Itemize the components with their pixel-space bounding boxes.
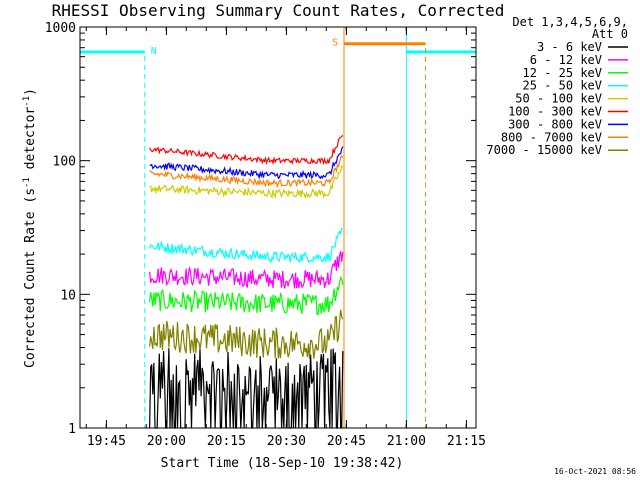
legend-label-6: 300 - 800 keV	[508, 117, 602, 131]
legend-label-4: 50 - 100 keV	[515, 92, 602, 106]
series-line-3	[149, 227, 343, 264]
y-axis-label-end: )	[23, 88, 38, 96]
series-line-6	[149, 146, 344, 180]
legend-label-7: 800 - 7000 keV	[501, 130, 602, 144]
y-tick-label-2: 100	[53, 155, 76, 170]
y-axis-label-sup2: -1	[22, 96, 32, 107]
x-tick-label-3: 20:30	[267, 434, 306, 449]
x-tick-label-6: 21:15	[447, 434, 486, 449]
y-axis-label: Corrected Count Rate (s-1 detector-1)	[22, 88, 38, 368]
series-line-1	[149, 251, 344, 289]
y-tick-label-1: 10	[60, 288, 76, 303]
legend-header-1: Det 1,3,4,5,6,9,	[512, 15, 628, 29]
y-axis-label-mid: detector	[23, 107, 38, 178]
legend-label-0: 3 - 6 keV	[537, 40, 602, 54]
legend-label-2: 12 - 25 keV	[523, 66, 602, 80]
x-tick-label-5: 21:00	[387, 434, 426, 449]
x-axis-label: Start Time (18-Sep-10 19:38:42)	[161, 456, 404, 471]
x-tick-label-4: 20:45	[327, 434, 366, 449]
flag-label-n: N	[151, 46, 157, 57]
y-axis-label-sup1: -1	[22, 177, 32, 188]
y-tick-label-3: 1000	[45, 21, 76, 36]
x-axis: 19:45 20:00 20:15 20:30 20:45 21:00 21:15	[85, 27, 486, 449]
x-tick-label-0: 19:45	[87, 434, 126, 449]
y-tick-label-0: 1	[68, 422, 76, 437]
series-line-0	[149, 348, 344, 429]
date-stamp: 16-Oct-2021 08:56	[554, 467, 636, 476]
plot-frame	[79, 26, 477, 429]
series-line-5	[149, 134, 344, 166]
legend-label-8: 7000 - 15000 keV	[486, 143, 602, 157]
chart-title: RHESSI Observing Summary Count Rates, Co…	[52, 1, 505, 20]
legend-label-1: 6 - 12 keV	[530, 53, 602, 67]
x-tick-label-1: 20:00	[147, 434, 186, 449]
legend-label-5: 100 - 300 keV	[508, 105, 602, 119]
series-line-8	[149, 309, 344, 360]
flag-label-s: S	[332, 38, 338, 49]
x-tick-label-2: 20:15	[207, 434, 246, 449]
y-axis: 1 10 100 1000	[45, 21, 476, 437]
plot-area: NS	[79, 27, 477, 429]
legend-header-2: Att 0	[592, 27, 628, 41]
series-line-2	[149, 276, 344, 316]
series-line-4	[149, 164, 344, 200]
series-line-7	[149, 155, 344, 189]
y-axis-label-main: Corrected Count Rate (s	[23, 188, 38, 368]
legend-label-3: 25 - 50 keV	[523, 79, 602, 93]
